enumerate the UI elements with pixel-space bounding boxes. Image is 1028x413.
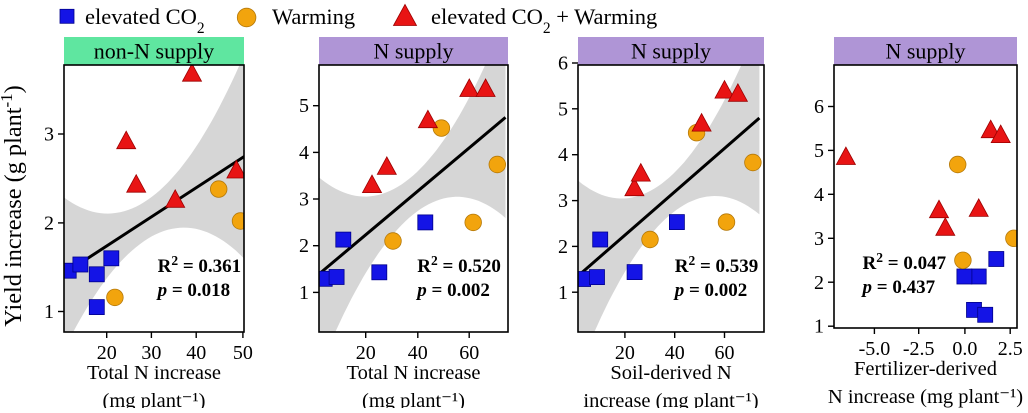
svg-text:20: 20: [356, 342, 376, 364]
svg-text:p = 0.002: p = 0.002: [673, 280, 748, 301]
svg-text:N supply: N supply: [631, 39, 711, 64]
svg-text:20: 20: [615, 342, 635, 364]
svg-text:Yield increase (g plant-1): Yield increase (g plant-1): [0, 85, 27, 327]
svg-text:N supply: N supply: [885, 39, 965, 64]
svg-text:Fertilizer-derived: Fertilizer-derived: [854, 358, 997, 380]
svg-text:5: 5: [814, 140, 824, 162]
svg-text:2: 2: [814, 272, 824, 294]
svg-text:2: 2: [44, 212, 54, 234]
svg-text:N increase (mg plant⁻¹): N increase (mg plant⁻¹): [828, 386, 1023, 408]
svg-text:1: 1: [558, 282, 568, 304]
svg-text:20: 20: [97, 342, 117, 364]
svg-text:40: 40: [665, 342, 685, 364]
svg-text:p = 0.018: p = 0.018: [156, 280, 231, 301]
svg-text:Total N increase: Total N increase: [346, 362, 480, 384]
svg-text:p = 0.437: p = 0.437: [861, 277, 936, 298]
svg-text:1: 1: [44, 301, 54, 323]
svg-text:R2 = 0.047: R2 = 0.047: [863, 250, 947, 275]
svg-text:Warming: Warming: [272, 4, 355, 29]
svg-text:-2.5: -2.5: [903, 338, 935, 360]
svg-text:p = 0.002: p = 0.002: [415, 280, 490, 301]
svg-text:40: 40: [408, 342, 428, 364]
svg-text:Soil-derived N: Soil-derived N: [610, 362, 731, 384]
svg-text:3: 3: [558, 190, 568, 212]
svg-text:60: 60: [715, 342, 735, 364]
svg-text:60: 60: [459, 342, 479, 364]
svg-text:3: 3: [44, 124, 54, 146]
svg-text:1: 1: [299, 282, 309, 304]
svg-text:Total N increase: Total N increase: [87, 362, 221, 384]
svg-text:R2 = 0.520: R2 = 0.520: [417, 253, 501, 278]
svg-text:4: 4: [558, 144, 568, 166]
svg-text:3: 3: [814, 228, 824, 250]
svg-text:1: 1: [814, 316, 824, 338]
svg-text:(mg plant⁻¹): (mg plant⁻¹): [362, 390, 465, 408]
svg-text:increase (mg plant⁻¹): increase (mg plant⁻¹): [583, 390, 758, 408]
svg-text:6: 6: [814, 96, 824, 118]
svg-text:R2 = 0.539: R2 = 0.539: [675, 253, 759, 278]
svg-text:2: 2: [299, 235, 309, 257]
svg-text:-5.0: -5.0: [859, 338, 891, 360]
svg-text:2: 2: [558, 236, 568, 258]
svg-text:5: 5: [558, 98, 568, 120]
svg-text:40: 40: [186, 342, 206, 364]
svg-text:N supply: N supply: [373, 39, 453, 64]
svg-text:4: 4: [299, 142, 309, 164]
svg-text:R2 = 0.361: R2 = 0.361: [158, 253, 242, 278]
svg-text:50: 50: [233, 342, 253, 364]
svg-text:0.0: 0.0: [952, 338, 977, 360]
svg-text:2.5: 2.5: [998, 338, 1023, 360]
svg-text:4: 4: [814, 184, 824, 206]
svg-text:6: 6: [558, 53, 568, 75]
svg-text:non-N supply: non-N supply: [94, 39, 214, 64]
svg-text:(mg plant⁻¹): (mg plant⁻¹): [103, 390, 206, 408]
svg-text:3: 3: [299, 189, 309, 211]
svg-text:5: 5: [299, 95, 309, 117]
svg-text:30: 30: [141, 342, 161, 364]
